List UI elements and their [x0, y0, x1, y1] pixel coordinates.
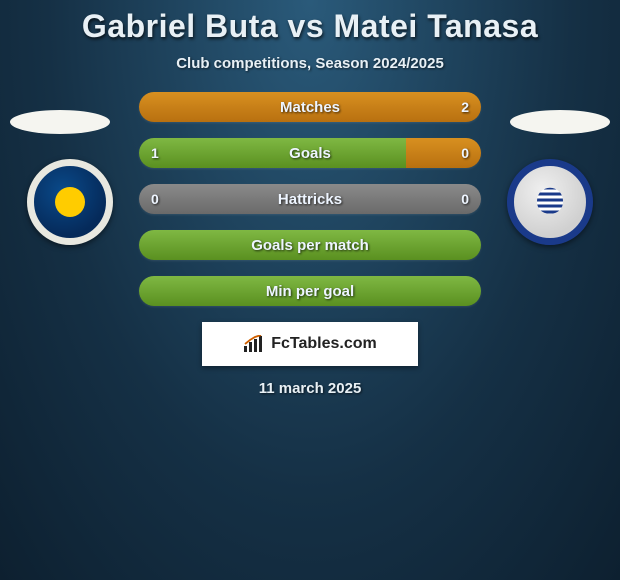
stat-label: Matches: [280, 99, 340, 116]
stat-label: Goals: [289, 145, 331, 162]
subtitle: Club competitions, Season 2024/2025: [0, 55, 620, 72]
main-area: Matches 2 1 Goals 0 0 Hattricks 0 Goals per matc…: [0, 92, 620, 397]
stat-row: 0 Hattricks 0: [139, 184, 481, 214]
iasi-badge-icon: [507, 159, 593, 245]
viitorul-badge-icon: [27, 159, 113, 245]
brand-box[interactable]: FcTables.com: [202, 322, 418, 366]
stat-bar-left: [139, 138, 406, 168]
comparison-card: Gabriel Buta vs Matei Tanasa Club compet…: [0, 0, 620, 397]
page-title: Gabriel Buta vs Matei Tanasa: [0, 8, 620, 45]
player-name-pill-right: [510, 110, 610, 134]
stat-row: Matches 2: [139, 92, 481, 122]
date-label: 11 march 2025: [0, 380, 620, 397]
stat-bar-right: [406, 138, 481, 168]
stat-value-left: 0: [151, 191, 159, 207]
stat-label: Hattricks: [278, 191, 342, 208]
stat-row: 1 Goals 0: [139, 138, 481, 168]
stat-value-right: 0: [461, 145, 469, 161]
stat-value-right: 2: [461, 99, 469, 115]
stat-label: Goals per match: [251, 237, 369, 254]
stat-row: Min per goal: [139, 276, 481, 306]
stat-row: Goals per match: [139, 230, 481, 260]
club-badge-left: [20, 152, 120, 252]
chart-icon: [243, 335, 265, 353]
stat-value-left: 1: [151, 145, 159, 161]
brand-text: FcTables.com: [271, 335, 377, 353]
stat-label: Min per goal: [266, 283, 354, 300]
club-badge-right: [500, 152, 600, 252]
stat-value-right: 0: [461, 191, 469, 207]
player-name-pill-left: [10, 110, 110, 134]
stats-list: Matches 2 1 Goals 0 0 Hattricks 0 Goals per matc…: [139, 92, 481, 306]
